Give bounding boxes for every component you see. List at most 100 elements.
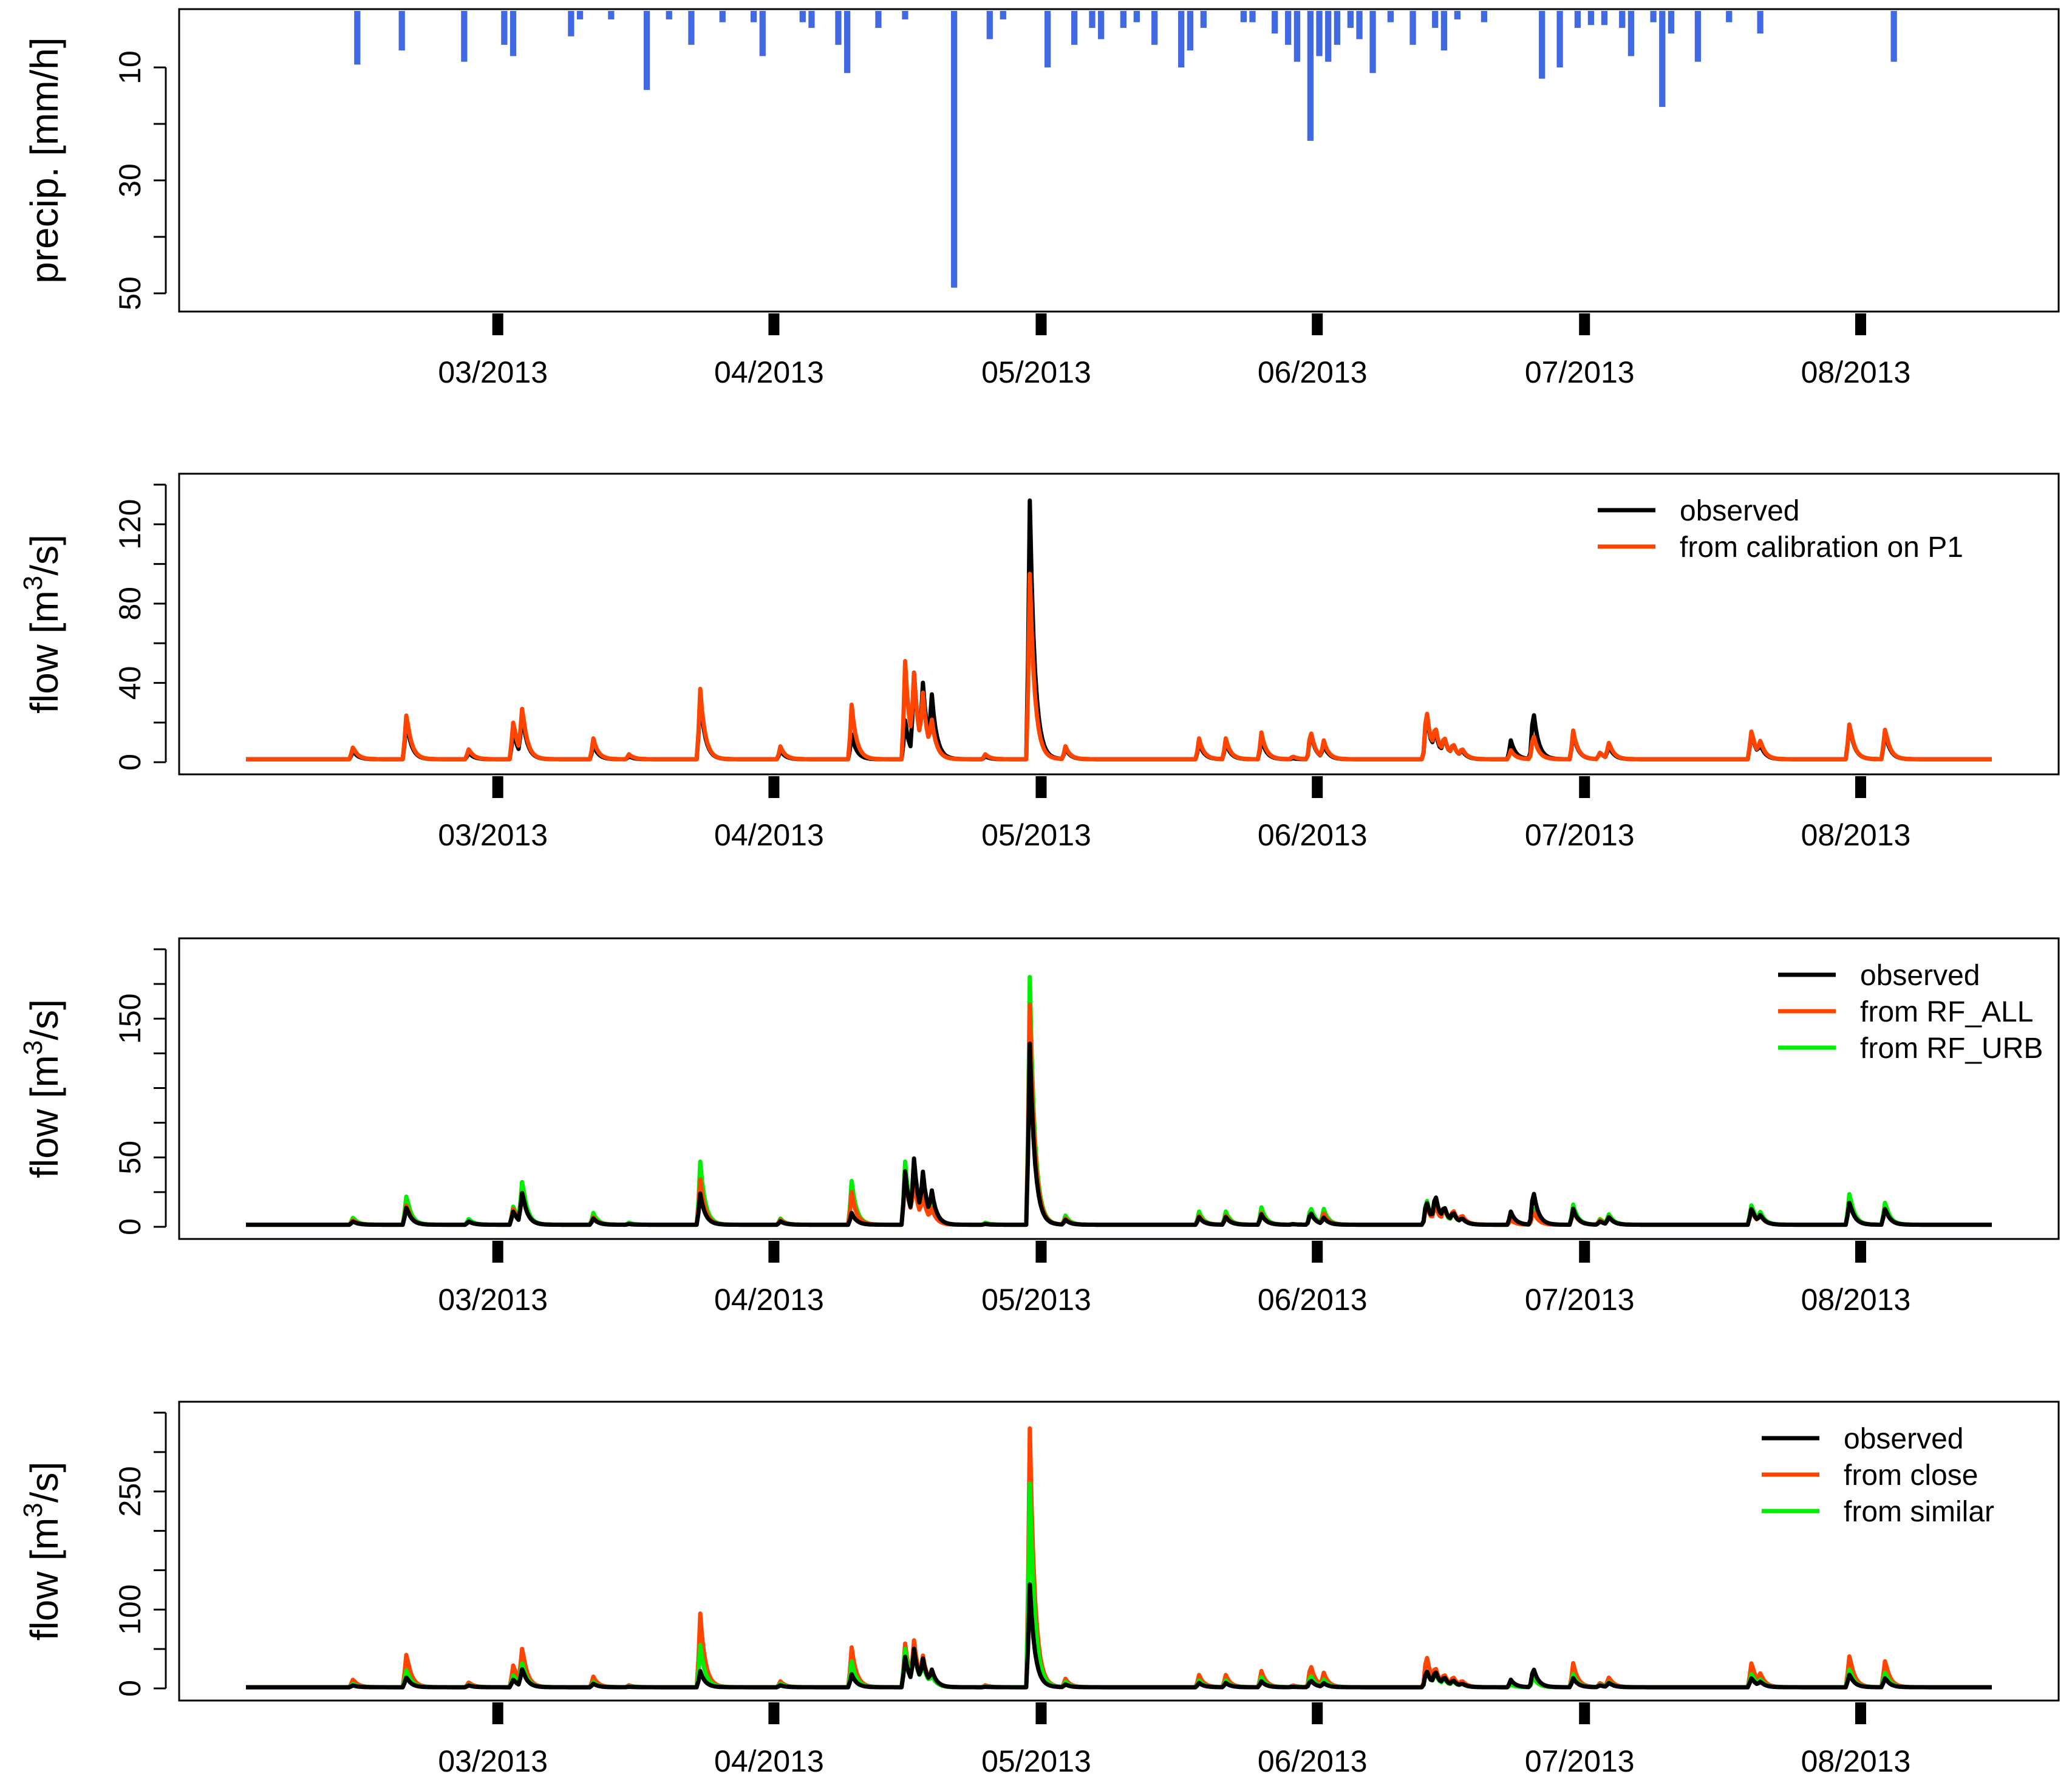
y-tick-label: 0 <box>113 754 147 771</box>
y-tick-label: 0 <box>113 1218 147 1235</box>
precip-bar <box>1200 11 1207 28</box>
x-tick-mark <box>1855 1702 1866 1724</box>
x-tick-mark <box>1312 1702 1323 1724</box>
x-tick-label: 08/2013 <box>1801 1744 1911 1778</box>
legend-label: observed <box>1844 1423 1963 1455</box>
precip-bar <box>1650 11 1657 22</box>
y-tick-label: 80 <box>113 587 147 621</box>
x-tick-label: 03/2013 <box>438 1283 548 1317</box>
x-tick-mark <box>1312 1241 1323 1263</box>
x-tick-mark <box>1579 776 1590 798</box>
y-axis-title-superscript: 3 <box>18 576 48 590</box>
x-tick-label: 07/2013 <box>1525 818 1635 852</box>
precip-bar <box>501 11 508 45</box>
precip-bar <box>835 11 842 45</box>
x-tick-label: 04/2013 <box>714 1744 824 1778</box>
precip-bar <box>1601 11 1608 26</box>
x-tick-mark <box>1035 1702 1047 1724</box>
chart-panel-flow-rf: 0 50 150 flow [m3/s] 03/2013 04/2013 05/2013 06… <box>18 937 2060 1317</box>
chart-panel-precipitation: 10 30 50 precip. [mm/h] 03/2013 04/2013 05/201… <box>22 8 2060 389</box>
y-tick-label: 10 <box>113 50 147 84</box>
precip-bar <box>1178 11 1185 67</box>
y-axis-title: flow [m3/s] <box>18 534 66 714</box>
series-line-observed <box>245 1041 1992 1227</box>
plot-frame <box>178 473 2060 776</box>
precip-bar <box>1249 11 1256 22</box>
precip-bar <box>1293 11 1301 62</box>
series-line-from-close <box>245 1426 1992 1690</box>
legend-label: observed <box>1680 495 1799 527</box>
precip-bar <box>1659 11 1666 107</box>
x-tick-mark <box>1579 313 1590 335</box>
precip-bar <box>1432 11 1439 28</box>
x-tick-label: 06/2013 <box>1258 818 1368 852</box>
x-tick-label: 04/2013 <box>714 1283 824 1317</box>
x-tick-mark <box>768 1241 780 1263</box>
legend-label: from RF_URB <box>1860 1032 2043 1065</box>
x-tick-mark <box>492 313 503 335</box>
x-tick-mark <box>1035 313 1047 335</box>
x-tick-label: 06/2013 <box>1258 1744 1368 1778</box>
precip-bar <box>1440 11 1448 51</box>
precip-bar <box>461 11 468 62</box>
x-tick-label: 03/2013 <box>438 355 548 389</box>
x-tick-label: 08/2013 <box>1801 818 1911 852</box>
precip-bar <box>1071 11 1078 45</box>
plot-frame <box>178 1401 2060 1702</box>
precip-bar <box>1045 11 1051 67</box>
precip-bar <box>1481 11 1488 22</box>
precip-bar <box>1316 11 1323 56</box>
precip-bar <box>1089 11 1096 28</box>
x-tick-label: 05/2013 <box>981 818 1091 852</box>
x-tick-label: 08/2013 <box>1801 355 1911 389</box>
chart-panel-flow-p1: 0 40 80 120 flow [m3/s] 03/2013 04/2013 05/2013… <box>18 473 2060 852</box>
precip-bar <box>1409 11 1416 45</box>
precip-bar <box>951 11 958 288</box>
legend-label: from RF_ALL <box>1860 996 2033 1028</box>
x-tick-label: 05/2013 <box>981 355 1091 389</box>
precip-bar <box>1627 11 1635 56</box>
precip-bar <box>509 11 517 56</box>
x-tick-label: 03/2013 <box>438 818 548 852</box>
series-line-from-similar <box>245 1481 1992 1690</box>
y-tick-label: 250 <box>113 1466 147 1517</box>
x-tick-mark <box>768 776 780 798</box>
x-tick-mark <box>1855 776 1866 798</box>
x-tick-label: 04/2013 <box>714 818 824 852</box>
chart-panel-flow-close-similar: 0 100 250 flow [m3/s] 03/2013 04/2013 05/2013 0… <box>18 1401 2060 1778</box>
y-axis-title-tail: /s] <box>22 1462 66 1503</box>
x-tick-mark <box>492 1241 503 1263</box>
precip-bar <box>808 11 815 28</box>
precip-bar <box>1890 11 1897 62</box>
x-tick-mark <box>1312 313 1323 335</box>
x-tick-label: 06/2013 <box>1258 1283 1368 1317</box>
y-axis-title-base: flow [m <box>22 590 66 714</box>
y-tick-label: 150 <box>113 994 147 1044</box>
plot-frame <box>178 8 2060 313</box>
y-axis-title-base: flow [m <box>22 1055 66 1178</box>
y-axis-title-superscript: 3 <box>18 1040 48 1055</box>
y-tick-label: 100 <box>113 1585 147 1635</box>
y-axis-title-tail: /s] <box>22 534 66 576</box>
legend-label: from similar <box>1844 1496 1994 1528</box>
legend-label: from close <box>1844 1459 1978 1492</box>
precip-bar <box>608 11 615 19</box>
x-tick-label: 06/2013 <box>1258 355 1368 389</box>
precip-bar <box>1587 11 1595 26</box>
plot-frame <box>178 937 2060 1240</box>
precip-bar <box>576 11 584 19</box>
precip-bar <box>1356 11 1363 39</box>
precip-bar <box>1133 11 1140 22</box>
precip-bar <box>759 11 766 56</box>
precip-bar <box>1000 11 1006 19</box>
x-tick-label: 03/2013 <box>438 1744 548 1778</box>
x-tick-mark <box>1579 1702 1590 1724</box>
series-line-observed <box>245 1582 1992 1690</box>
x-tick-mark <box>492 1702 503 1724</box>
precip-bar <box>643 11 650 90</box>
precip-bar <box>1347 11 1354 28</box>
y-axis-title-tail: /s] <box>22 999 66 1040</box>
precip-bar <box>1619 11 1626 28</box>
x-tick-mark <box>1855 313 1866 335</box>
